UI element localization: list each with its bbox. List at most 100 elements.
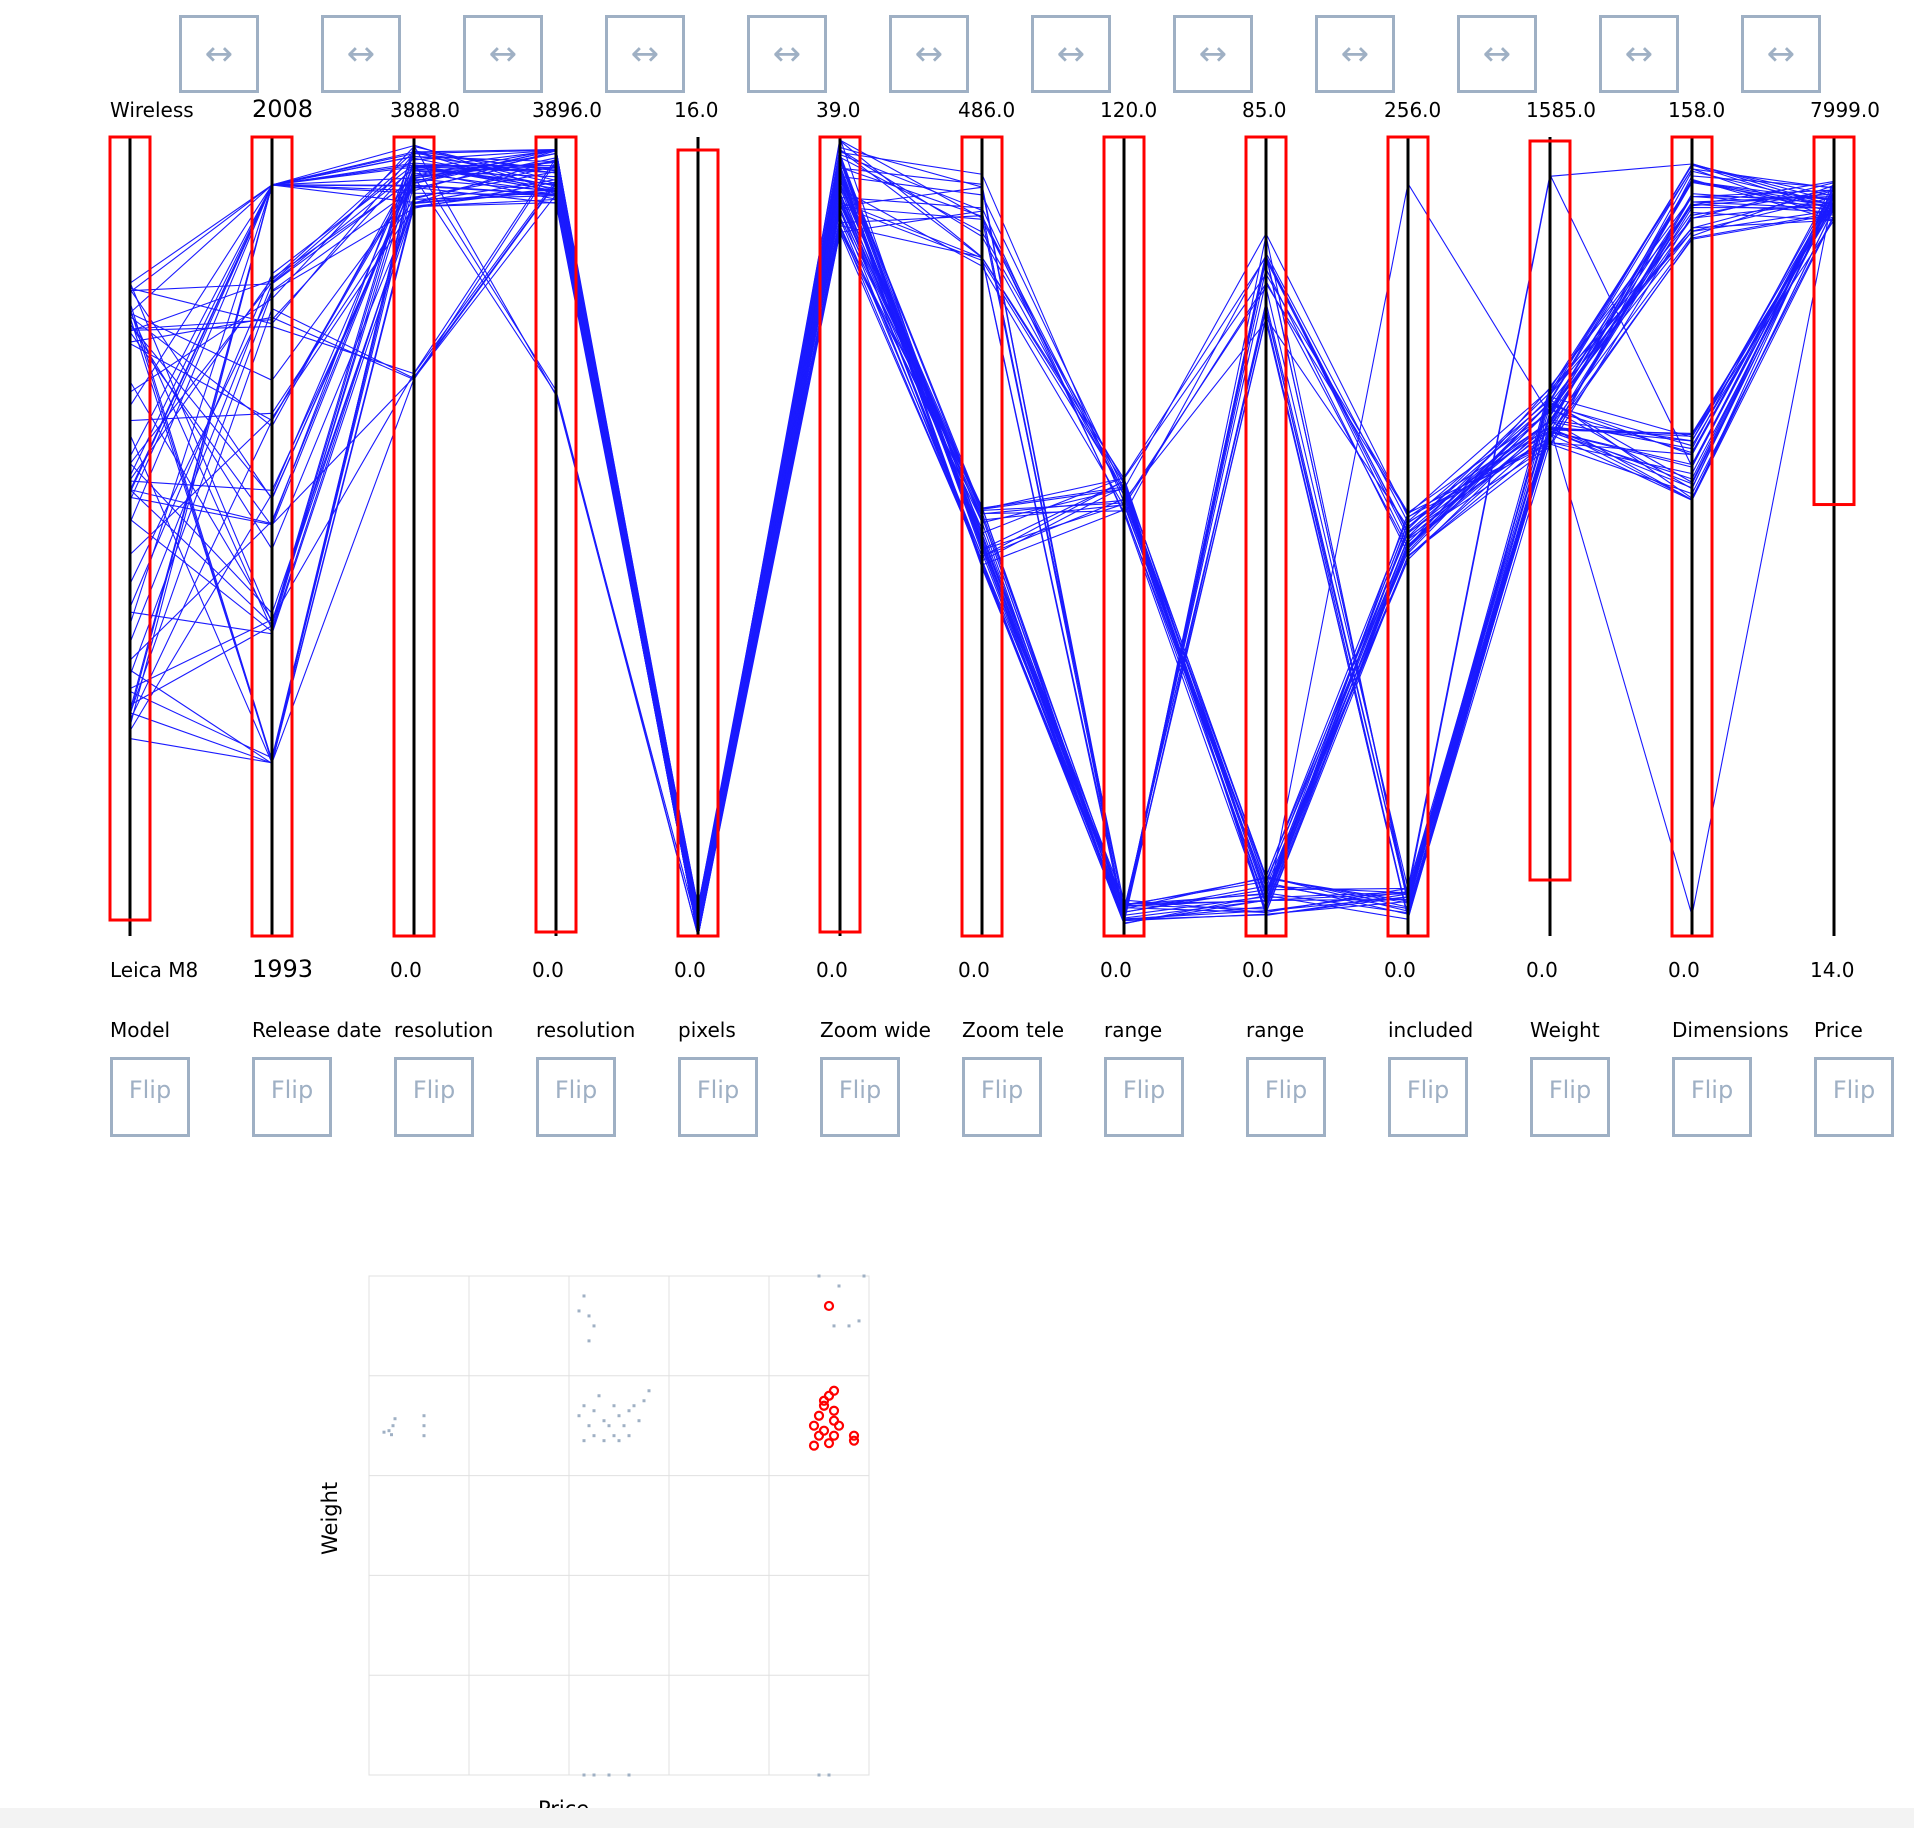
axis-min-label: 0.0 <box>1668 958 1700 982</box>
swap-arrow-icon: ↔ <box>346 34 376 74</box>
swap-axes-button-8[interactable]: ↔ <box>1173 15 1253 93</box>
scatter-point <box>582 1439 586 1443</box>
flip-axis-button-9[interactable]: Flip <box>1246 1057 1326 1137</box>
scatter-point <box>592 1409 596 1413</box>
swap-axes-button-9[interactable]: ↔ <box>1315 15 1395 93</box>
scatter-point-selected <box>818 1400 830 1411</box>
flip-axis-button-10[interactable]: Flip <box>1388 1057 1468 1137</box>
axis-max-label: 85.0 <box>1242 98 1287 122</box>
scatter-point <box>602 1439 606 1443</box>
scatter-point <box>382 1430 386 1434</box>
axis-max-label: 3896.0 <box>532 98 602 122</box>
scatter-point-selected <box>848 1435 860 1446</box>
axis-min-label: 0.0 <box>1384 958 1416 982</box>
scatter-point-selected <box>808 1440 820 1451</box>
scatter-point <box>847 1324 851 1328</box>
swap-arrow-icon: ↔ <box>1624 34 1654 74</box>
axis-min-label: 0.0 <box>674 958 706 982</box>
axis-brush[interactable] <box>1528 139 1572 882</box>
scatter-point <box>391 1424 395 1428</box>
swap-axes-button-6[interactable]: ↔ <box>889 15 969 93</box>
scatter-point <box>607 1773 611 1777</box>
scatter-point <box>627 1409 631 1413</box>
axis-min-label: 0.0 <box>1526 958 1558 982</box>
axis-max-label: 3888.0 <box>390 98 460 122</box>
scatter-point <box>422 1414 426 1418</box>
scatter-point <box>592 1434 596 1438</box>
flip-axis-button-5[interactable]: Flip <box>678 1057 758 1137</box>
axis-min-label: 1993 <box>252 955 314 983</box>
flip-axis-button-11[interactable]: Flip <box>1530 1057 1610 1137</box>
scatter-point-selected <box>848 1430 860 1441</box>
scatter-point-selected <box>818 1395 830 1406</box>
swap-axes-button-7[interactable]: ↔ <box>1031 15 1111 93</box>
axis-max-label: 256.0 <box>1384 98 1442 122</box>
scatter-point <box>817 1773 821 1777</box>
axis-max-label: 120.0 <box>1100 98 1158 122</box>
axis-brush[interactable] <box>250 135 294 938</box>
axis-brush[interactable] <box>960 135 1004 938</box>
scatter-point <box>817 1274 821 1278</box>
axis-name-label: pixels <box>678 1018 736 1042</box>
scatter-point <box>607 1424 611 1428</box>
parallel-coordinates-plot[interactable] <box>0 0 1914 1000</box>
flip-axis-button-7[interactable]: Flip <box>962 1057 1042 1137</box>
scatter-frame <box>368 1275 870 1776</box>
swap-axes-button-4[interactable]: ↔ <box>605 15 685 93</box>
axis-max-label: 1585.0 <box>1526 98 1596 122</box>
flip-axis-button-12[interactable]: Flip <box>1672 1057 1752 1137</box>
axis-name-label: Zoom wide <box>820 1018 931 1042</box>
flip-axis-button-8[interactable]: Flip <box>1104 1057 1184 1137</box>
axis-brush[interactable] <box>1244 135 1288 938</box>
axis-brush[interactable] <box>1102 135 1146 938</box>
axis-brush[interactable] <box>1386 135 1430 938</box>
scatter-point <box>837 1284 841 1288</box>
scatter-point <box>627 1773 631 1777</box>
axis-min-label: Leica M8 <box>110 958 199 982</box>
swap-axes-button-2[interactable]: ↔ <box>321 15 401 93</box>
scatter-point <box>582 1294 586 1298</box>
swap-axes-button-5[interactable]: ↔ <box>747 15 827 93</box>
swap-arrow-icon: ↔ <box>1340 34 1370 74</box>
axis-max-label: 39.0 <box>816 98 861 122</box>
axis-min-label: 0.0 <box>390 958 422 982</box>
swap-axes-button-12[interactable]: ↔ <box>1741 15 1821 93</box>
scatter-point <box>637 1419 641 1423</box>
axis-name-label: Dimensions <box>1672 1018 1789 1042</box>
axis-name-label: range <box>1104 1018 1163 1042</box>
axis-name-label: Model <box>110 1018 171 1042</box>
axis-min-label: 14.0 <box>1810 958 1855 982</box>
flip-axis-button-13[interactable]: Flip <box>1814 1057 1894 1137</box>
swap-axes-button-10[interactable]: ↔ <box>1457 15 1537 93</box>
flip-axis-button-6[interactable]: Flip <box>820 1057 900 1137</box>
axis-brush[interactable] <box>392 135 436 938</box>
scatter-point <box>832 1324 836 1328</box>
flip-axis-button-1[interactable]: Flip <box>110 1057 190 1137</box>
scatter-point <box>622 1424 626 1428</box>
swap-axes-button-3[interactable]: ↔ <box>463 15 543 93</box>
scatter-point <box>627 1434 631 1438</box>
scatter-point <box>647 1389 651 1393</box>
swap-axes-button-1[interactable]: ↔ <box>179 15 259 93</box>
scatter-point-selected <box>828 1405 840 1416</box>
scatter-point <box>587 1424 591 1428</box>
scatter-point <box>857 1319 861 1323</box>
axis-brush[interactable] <box>1670 135 1714 938</box>
axis-max-label: Wireless <box>110 98 194 122</box>
scatter-point <box>582 1773 586 1777</box>
scatter-point <box>617 1439 621 1443</box>
flip-axis-button-4[interactable]: Flip <box>536 1057 616 1137</box>
axis-brush[interactable] <box>108 135 152 922</box>
scatter-point-selected <box>808 1420 820 1431</box>
axis-brush[interactable] <box>1812 135 1856 507</box>
swap-arrow-icon: ↔ <box>630 34 660 74</box>
swap-axes-button-11[interactable]: ↔ <box>1599 15 1679 93</box>
flip-axis-button-3[interactable]: Flip <box>394 1057 474 1137</box>
flip-axis-button-2[interactable]: Flip <box>252 1057 332 1137</box>
axis-brush[interactable] <box>676 148 720 938</box>
axis-brush[interactable] <box>534 135 578 934</box>
axis-brush[interactable] <box>818 135 862 934</box>
swap-arrow-icon: ↔ <box>1198 34 1228 74</box>
axis-name-label: Weight <box>1530 1018 1600 1042</box>
